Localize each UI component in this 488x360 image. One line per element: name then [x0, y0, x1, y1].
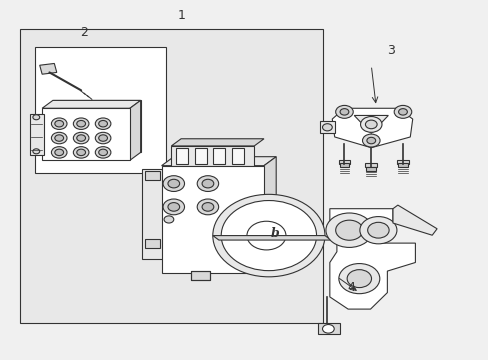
Bar — [396, 159, 408, 164]
Bar — [231, 148, 244, 164]
Circle shape — [335, 105, 352, 118]
Polygon shape — [42, 100, 141, 108]
Polygon shape — [329, 209, 415, 309]
Bar — [145, 171, 159, 180]
Circle shape — [163, 216, 173, 223]
Text: 1: 1 — [177, 9, 184, 22]
Bar — [366, 167, 375, 171]
Text: b: b — [270, 227, 279, 240]
Polygon shape — [264, 157, 276, 273]
Circle shape — [322, 324, 333, 333]
Bar — [30, 114, 43, 155]
Polygon shape — [331, 108, 412, 148]
Circle shape — [73, 132, 89, 144]
Circle shape — [360, 117, 381, 132]
Bar — [42, 108, 130, 160]
Circle shape — [51, 118, 67, 130]
Polygon shape — [353, 116, 387, 134]
Text: 2: 2 — [80, 27, 87, 40]
Circle shape — [55, 149, 63, 156]
Circle shape — [95, 118, 111, 130]
Circle shape — [167, 203, 179, 211]
Polygon shape — [40, 63, 57, 74]
Circle shape — [95, 147, 111, 158]
Circle shape — [77, 149, 85, 156]
Bar — [194, 148, 206, 164]
Circle shape — [338, 264, 379, 294]
Circle shape — [167, 179, 179, 188]
Circle shape — [325, 213, 372, 247]
Circle shape — [51, 132, 67, 144]
Circle shape — [77, 121, 85, 127]
Polygon shape — [130, 100, 141, 160]
Circle shape — [221, 201, 316, 271]
Circle shape — [99, 135, 107, 141]
Circle shape — [359, 217, 396, 244]
Bar — [339, 163, 348, 167]
Circle shape — [73, 147, 89, 158]
Bar — [53, 100, 141, 152]
Bar — [161, 166, 264, 273]
Text: 3: 3 — [386, 44, 394, 57]
Circle shape — [99, 121, 107, 127]
Circle shape — [212, 194, 325, 277]
Bar — [317, 323, 339, 334]
Bar — [35, 47, 166, 173]
Bar — [397, 163, 407, 167]
Circle shape — [398, 109, 407, 115]
Bar — [145, 239, 159, 248]
Circle shape — [77, 135, 85, 141]
Circle shape — [367, 222, 388, 238]
Circle shape — [365, 120, 376, 129]
Circle shape — [202, 179, 213, 188]
Text: 4: 4 — [347, 281, 355, 294]
Circle shape — [163, 176, 184, 192]
Circle shape — [393, 105, 411, 118]
Circle shape — [366, 137, 375, 144]
Circle shape — [163, 199, 184, 215]
Bar — [320, 121, 334, 134]
Circle shape — [55, 135, 63, 141]
Circle shape — [346, 270, 371, 288]
Circle shape — [99, 149, 107, 156]
Bar — [190, 271, 210, 280]
Bar — [171, 146, 254, 166]
Circle shape — [73, 118, 89, 130]
Bar — [20, 30, 322, 323]
Bar — [142, 169, 162, 259]
Circle shape — [33, 115, 40, 120]
Circle shape — [55, 121, 63, 127]
Bar — [213, 148, 225, 164]
Polygon shape — [212, 235, 330, 240]
Polygon shape — [392, 205, 436, 235]
Circle shape — [95, 132, 111, 144]
Circle shape — [197, 176, 218, 192]
Bar — [338, 159, 349, 164]
Circle shape — [51, 147, 67, 158]
Circle shape — [33, 149, 40, 154]
Circle shape — [362, 134, 379, 147]
Circle shape — [202, 203, 213, 211]
Polygon shape — [161, 157, 276, 166]
Circle shape — [335, 220, 362, 240]
Bar — [190, 271, 210, 280]
Circle shape — [339, 109, 348, 115]
Bar — [365, 163, 376, 167]
Circle shape — [322, 124, 331, 131]
Circle shape — [197, 199, 218, 215]
Polygon shape — [171, 139, 264, 146]
Bar — [176, 148, 188, 164]
